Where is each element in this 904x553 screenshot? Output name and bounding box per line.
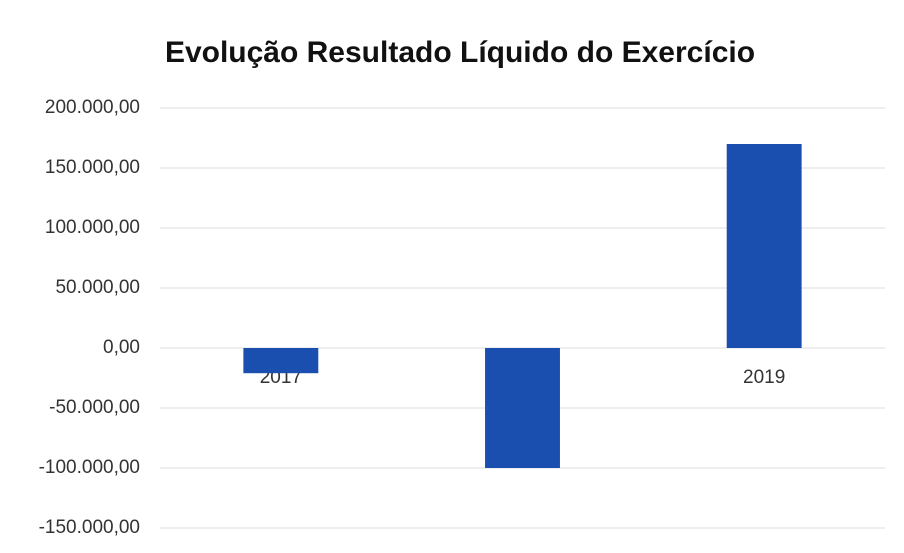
bar	[726, 144, 802, 348]
y-tick-label: 50.000,00	[55, 277, 140, 298]
y-tick-label: -100.000,00	[39, 457, 140, 478]
chart-title: Evolução Resultado Líquido do Exercício	[165, 36, 755, 69]
y-tick-label: 0,00	[103, 337, 140, 358]
y-tick-label: 100.000,00	[45, 217, 140, 238]
y-tick-label: 200.000,00	[45, 97, 140, 118]
x-tick-label: 2019	[743, 367, 785, 388]
bar	[485, 348, 560, 468]
y-tick-label: -50.000,00	[49, 397, 140, 418]
y-tick-label: -150.000,00	[39, 517, 140, 538]
y-tick-label: 150.000,00	[45, 157, 140, 178]
bar	[243, 348, 319, 374]
